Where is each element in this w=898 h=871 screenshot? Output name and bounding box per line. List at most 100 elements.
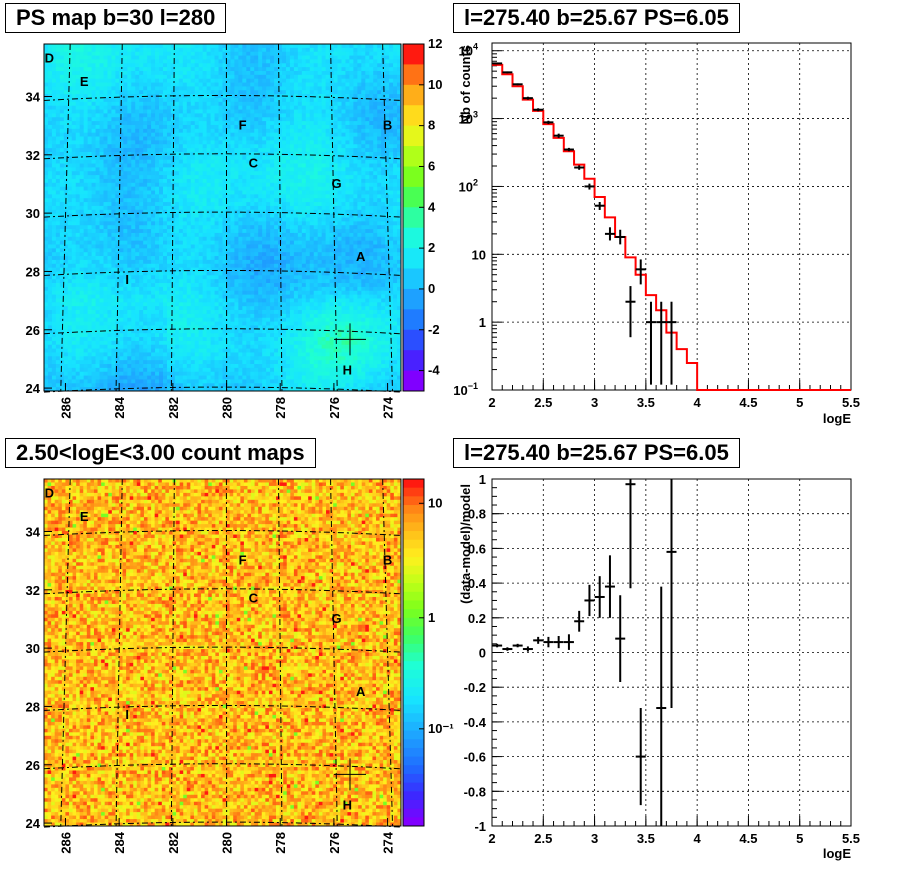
heatmap-cell	[182, 217, 188, 222]
heatmap-cell	[186, 97, 192, 103]
heatmap-cell	[83, 202, 89, 207]
heatmap-cell	[210, 144, 215, 149]
heatmap-cell	[238, 290, 243, 296]
heatmap-cell	[250, 97, 255, 103]
heatmap-cell	[202, 236, 208, 242]
heatmap-cell	[155, 109, 160, 114]
heatmap-cell	[198, 202, 204, 207]
heatmap-cell	[155, 159, 160, 164]
heatmap-cell	[230, 217, 235, 222]
heatmap-cell	[123, 356, 128, 361]
heatmap-cell	[206, 117, 211, 122]
heatmap-cell	[230, 236, 235, 242]
heatmap-cell	[242, 271, 247, 276]
heatmap-cell	[91, 51, 96, 56]
heatmap-cell	[182, 101, 188, 107]
heatmap-cell	[67, 375, 73, 380]
heatmap-cell	[91, 70, 96, 76]
heatmap-cell	[206, 294, 211, 299]
heatmap-cell	[44, 144, 49, 149]
heatmap-cell	[103, 340, 108, 346]
heatmap-cell	[238, 379, 243, 384]
heatmap-cell	[210, 325, 215, 330]
heatmap-cell	[119, 352, 124, 357]
heatmap-cell	[87, 283, 92, 288]
heatmap-cell	[246, 360, 251, 365]
heatmap-cell	[107, 105, 112, 110]
heatmap-cell	[242, 113, 247, 118]
heatmap-cell	[246, 97, 251, 103]
heatmap-cell	[111, 371, 116, 376]
heatmap-cell	[190, 383, 196, 388]
heatmap-cell	[226, 294, 231, 299]
heatmap-cell	[202, 175, 208, 180]
heatmap-cell	[178, 148, 184, 153]
heatmap-cell	[59, 259, 65, 265]
heatmap-cell	[115, 74, 120, 80]
heatmap-cell	[230, 186, 235, 191]
heatmap-cell	[182, 117, 188, 122]
heatmap-cell	[127, 70, 132, 76]
heatmap-cell	[99, 167, 104, 172]
heatmap-cell	[99, 55, 104, 60]
heatmap-cell	[59, 55, 65, 60]
heatmap-cell	[67, 252, 73, 257]
heatmap-cell	[222, 364, 227, 369]
heatmap-cell	[210, 240, 215, 245]
heatmap-cell	[119, 167, 124, 172]
heatmap-cell	[143, 148, 148, 153]
heatmap-cell	[67, 344, 73, 349]
heatmap-cell	[230, 313, 235, 319]
heatmap-cell	[226, 333, 231, 338]
heatmap-cell	[163, 167, 168, 172]
heatmap-cell	[51, 340, 57, 346]
heatmap-cell	[123, 213, 128, 218]
heatmap-cell	[182, 321, 188, 326]
heatmap-cell	[202, 182, 208, 188]
heatmap-cell	[234, 248, 239, 253]
heatmap-cell	[131, 329, 136, 334]
heatmap-cell	[246, 113, 251, 118]
heatmap-cell	[87, 313, 92, 319]
heatmap-cell	[174, 352, 180, 357]
heatmap-cell	[174, 47, 180, 53]
heatmap-cell	[79, 221, 85, 226]
heatmap-cell	[182, 51, 188, 56]
heatmap-cell	[170, 97, 176, 103]
heatmap-cell	[258, 101, 263, 107]
heatmap-cell	[55, 232, 61, 238]
heatmap-cell	[214, 379, 219, 384]
heatmap-cell	[103, 306, 108, 311]
heatmap-cell	[91, 252, 96, 257]
heatmap-cell	[246, 302, 251, 307]
heatmap-cell	[135, 259, 140, 265]
heatmap-cell	[99, 159, 104, 164]
heatmap-cell	[238, 74, 243, 80]
heatmap-cell	[214, 213, 219, 218]
heatmap-cell	[103, 128, 108, 134]
heatmap-cell	[170, 44, 176, 49]
heatmap-cell	[123, 256, 128, 261]
heatmap-cell	[262, 70, 267, 76]
heatmap-cell	[258, 306, 263, 311]
heatmap-cell	[258, 248, 263, 253]
heatmap-cell	[151, 159, 156, 164]
heatmap-cell	[47, 113, 53, 118]
heatmap-cell	[63, 229, 69, 234]
heatmap-cell	[79, 267, 85, 272]
heatmap-cell	[71, 167, 77, 172]
heatmap-cell	[202, 86, 208, 91]
heatmap-cell	[67, 360, 73, 365]
heatmap-cell	[67, 163, 73, 168]
heatmap-cell	[75, 55, 81, 60]
heatmap-cell	[127, 313, 132, 319]
heatmap-cell	[210, 321, 215, 326]
heatmap-cell	[91, 78, 96, 83]
heatmap-cell	[234, 47, 239, 53]
heatmap-cell	[143, 175, 148, 180]
heatmap-cell	[51, 364, 57, 369]
heatmap-cell	[198, 70, 204, 76]
heatmap-cell	[218, 356, 223, 361]
heatmap-cell	[44, 344, 49, 349]
heatmap-cell	[163, 310, 168, 315]
